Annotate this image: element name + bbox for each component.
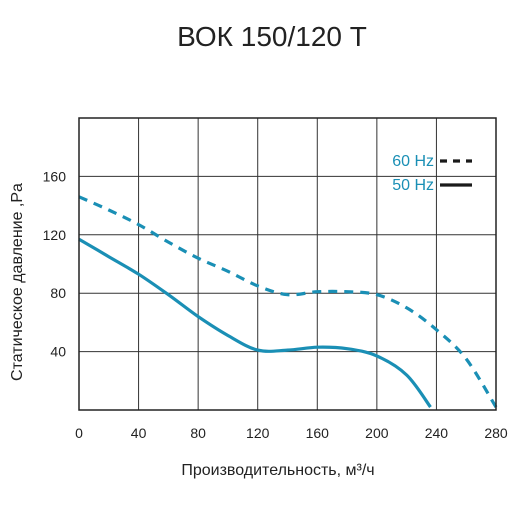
x-tick-label: 40 <box>131 425 147 441</box>
y-axis-label: Статическое давление ,Pa <box>9 183 26 381</box>
series-layer <box>78 195 498 409</box>
x-tick-label: 120 <box>246 425 270 441</box>
series-line-50-hz <box>78 237 432 409</box>
chart-title: ВОК 150/120 Т <box>177 21 367 52</box>
legend-label-50-hz: 50 Hz <box>392 177 434 194</box>
series-line-60-hz <box>78 195 498 408</box>
y-tick-label: 40 <box>50 344 66 360</box>
grid-layer <box>79 118 496 410</box>
y-tick-label: 120 <box>43 227 67 243</box>
y-tick-label: 160 <box>43 168 67 184</box>
x-tick-label: 0 <box>75 425 83 441</box>
legend: 60 Hz 50 Hz <box>392 153 472 194</box>
y-tick-label: 80 <box>50 285 66 301</box>
tick-layer: 0 40 80 120 160 200 240 280 40 80 120 160 <box>43 168 508 441</box>
legend-label-60-hz: 60 Hz <box>392 153 434 170</box>
x-tick-label: 240 <box>425 425 449 441</box>
x-tick-label: 200 <box>365 425 389 441</box>
x-tick-label: 80 <box>190 425 206 441</box>
x-axis-label: Производительность, м³/ч <box>181 462 374 479</box>
x-tick-label: 160 <box>306 425 330 441</box>
plot-frame <box>78 117 497 411</box>
x-tick-label: 280 <box>484 425 508 441</box>
